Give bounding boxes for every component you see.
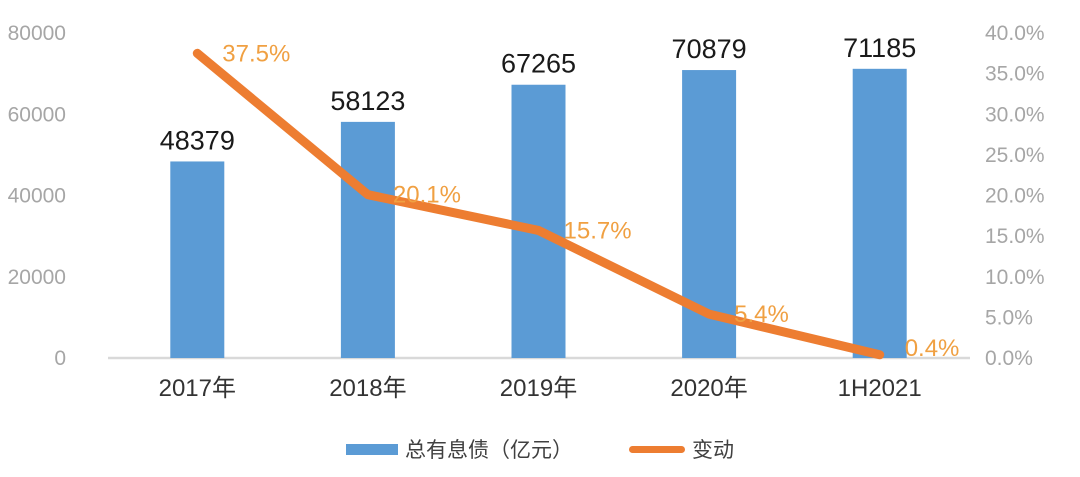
line-point-label: 15.7%: [564, 217, 632, 244]
chart-legend: 总有息债（亿元） 变动: [0, 434, 1080, 464]
right-axis-tick-label: 10.0%: [985, 266, 1045, 289]
right-axis-tick-label: 20.0%: [985, 185, 1045, 208]
bar: [170, 161, 225, 358]
left-axis-tick-label: 40000: [8, 185, 66, 208]
x-axis-category-label: 1H2021: [838, 375, 922, 402]
x-axis-category-label: 2019年: [500, 375, 577, 402]
right-axis-tick-label: 40.0%: [985, 22, 1045, 45]
bar: [852, 68, 907, 358]
legend-item-line-series: 变动: [629, 434, 734, 464]
left-axis-tick-label: 20000: [8, 266, 66, 289]
bar: [511, 84, 566, 359]
bar-value-label: 58123: [330, 86, 405, 116]
line-point-label: 37.5%: [222, 40, 290, 67]
bar-value-label: 71185: [843, 33, 916, 63]
line-point-label: 20.1%: [393, 182, 461, 209]
right-axis-tick-label: 25.0%: [985, 144, 1045, 167]
legend-item-bar-series: 总有息债（亿元）: [346, 434, 573, 464]
line-point-label: 0.4%: [905, 335, 960, 362]
left-axis-tick-label: 60000: [8, 103, 66, 126]
x-axis-category-label: 2020年: [670, 375, 747, 402]
legend-label-line-series: 变动: [692, 439, 734, 462]
legend-label-bar-series: 总有息债（亿元）: [405, 439, 573, 462]
left-axis-tick-label: 80000: [8, 22, 66, 45]
bar-value-label: 67265: [501, 49, 576, 79]
x-axis-category-label: 2018年: [329, 375, 406, 402]
line-point-label: 5.4%: [734, 301, 789, 328]
line-series-swatch-icon: [629, 445, 685, 453]
right-axis-tick-label: 35.0%: [985, 63, 1045, 86]
x-axis-category-label: 2017年: [159, 375, 236, 402]
left-axis-tick-label: 0: [54, 347, 66, 370]
right-axis-tick-label: 15.0%: [985, 225, 1045, 248]
trend-line: [192, 48, 885, 360]
bar-value-label: 48379: [160, 125, 235, 155]
bar-series-swatch-icon: [346, 443, 398, 455]
right-axis-tick-label: 0.0%: [985, 347, 1033, 370]
bar: [340, 121, 395, 359]
right-axis-tick-label: 30.0%: [985, 103, 1045, 126]
right-axis-tick-label: 5.0%: [985, 306, 1033, 329]
bar-value-label: 70879: [672, 34, 747, 64]
